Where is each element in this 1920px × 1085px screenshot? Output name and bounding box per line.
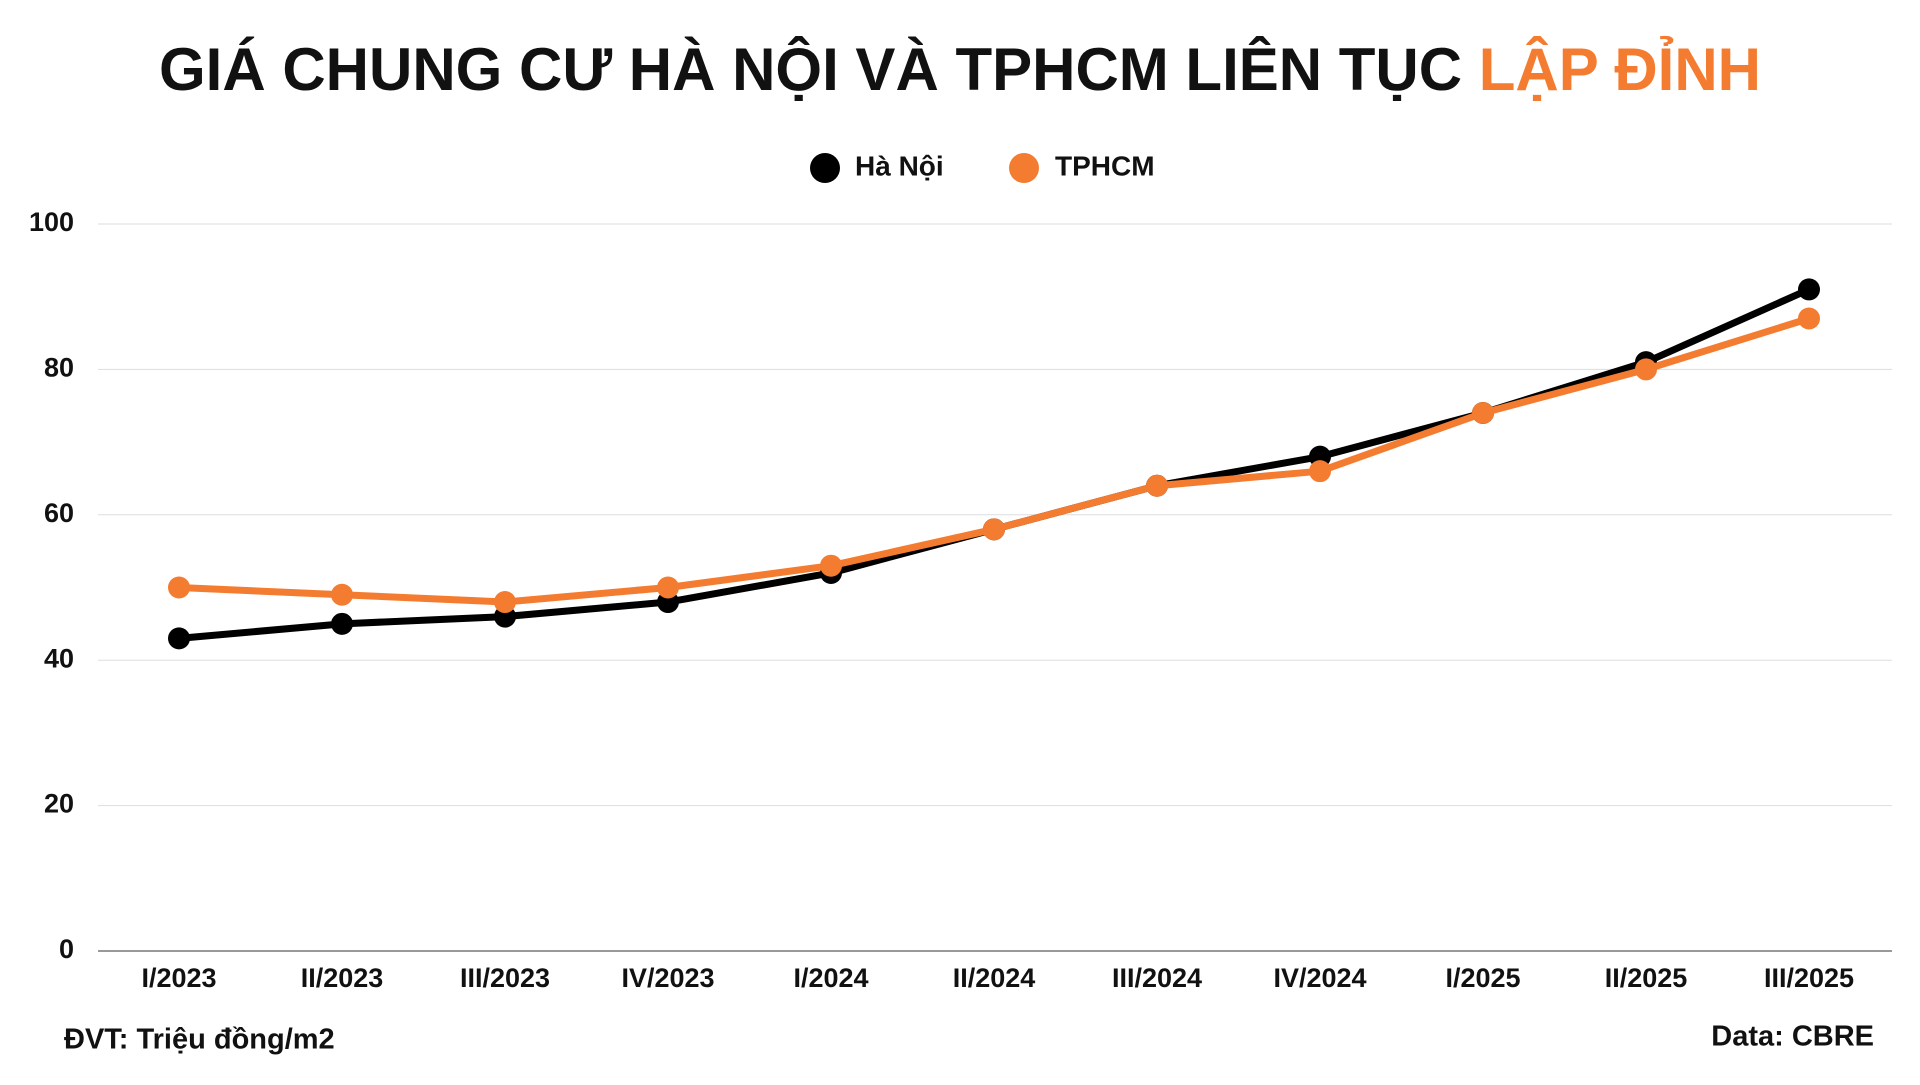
- series-line: [178, 286, 1811, 642]
- y-tick-label: 80: [44, 353, 74, 383]
- legend-marker: [1009, 153, 1039, 183]
- x-tick-label: III/2025: [1764, 963, 1854, 993]
- x-tick-label: I/2025: [1445, 963, 1520, 993]
- data-point: [983, 518, 1005, 541]
- y-tick-label: 100: [29, 207, 74, 237]
- x-tick-label: I/2023: [141, 963, 216, 993]
- unit-note: ĐVT: Triệu đồng/m2: [64, 1024, 335, 1056]
- data-point: [494, 591, 516, 614]
- data-point: [657, 576, 679, 599]
- data-point: [820, 554, 842, 577]
- x-tick-label: IV/2024: [1273, 963, 1366, 993]
- x-tick-label: II/2025: [1605, 963, 1688, 993]
- data-point: [1798, 278, 1820, 301]
- x-tick-label: II/2024: [953, 963, 1036, 993]
- y-tick-label: 40: [44, 643, 74, 673]
- legend-marker: [810, 153, 840, 183]
- data-point: [1635, 358, 1657, 381]
- chart-title: GIÁ CHUNG CƯ HÀ NỘI VÀ TPHCM LIÊN TỤC LẬ…: [159, 36, 1761, 103]
- x-tick-label: III/2023: [460, 963, 550, 993]
- legend-label: TPHCM: [1055, 150, 1155, 181]
- y-tick-label: 20: [44, 789, 74, 819]
- data-point: [331, 612, 353, 635]
- x-tick-label: IV/2023: [621, 963, 714, 993]
- data-point: [1472, 402, 1494, 425]
- x-tick-label: II/2023: [301, 963, 384, 993]
- data-point: [1798, 307, 1820, 330]
- data-point: [168, 627, 190, 650]
- x-tick-label: III/2024: [1112, 963, 1202, 993]
- title-highlight: LẬP ĐỈNH: [1479, 36, 1761, 103]
- y-tick-label: 0: [59, 934, 74, 964]
- x-tick-label: I/2024: [793, 963, 868, 993]
- source: Data: CBRE: [1711, 1021, 1874, 1053]
- y-tick-label: 60: [44, 498, 74, 528]
- data-point: [1309, 460, 1331, 483]
- series-line: [178, 315, 1811, 606]
- legend-label: Hà Nội: [855, 150, 944, 181]
- data-point: [331, 583, 353, 606]
- data-point: [168, 576, 190, 599]
- title-main: GIÁ CHUNG CƯ HÀ NỘI VÀ TPHCM LIÊN TỤC: [159, 36, 1462, 103]
- data-point: [1146, 474, 1168, 497]
